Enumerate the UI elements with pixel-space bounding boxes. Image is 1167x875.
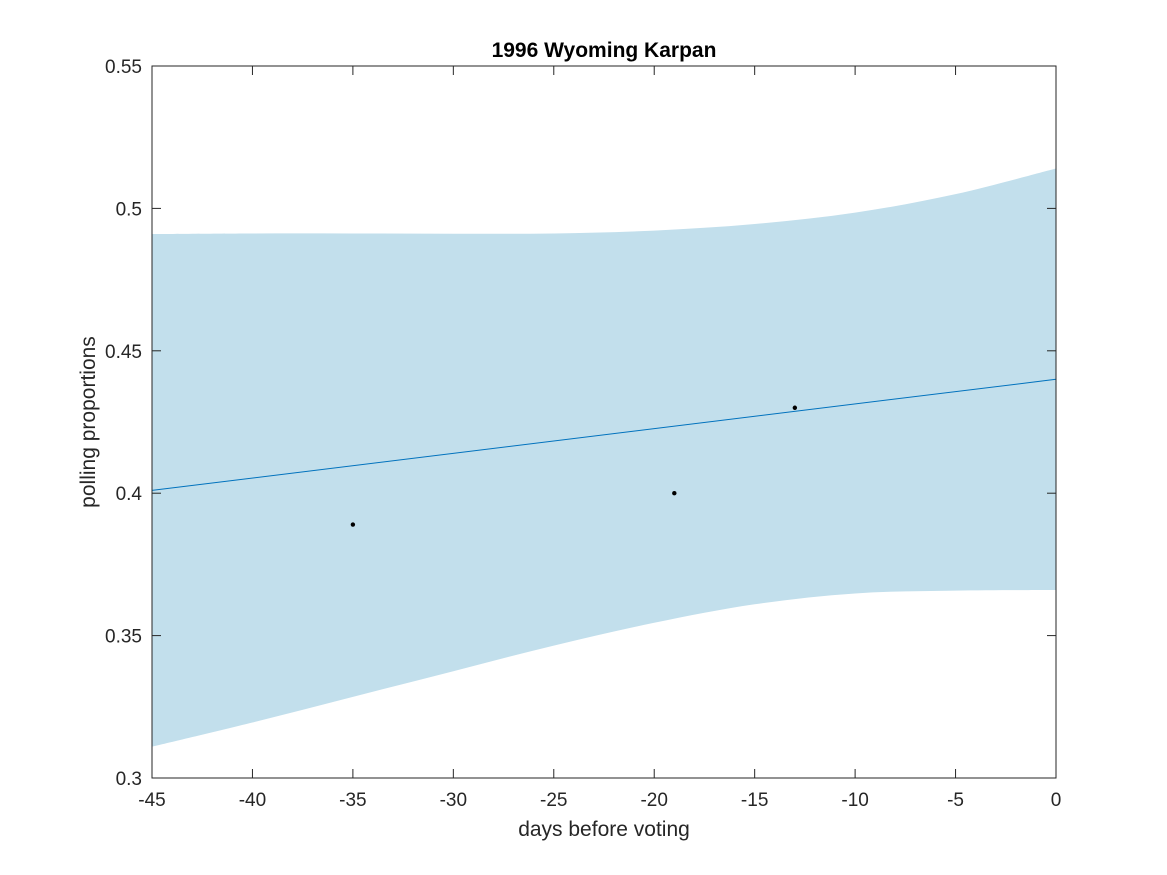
y-tick-label: 0.55 [105,57,142,78]
x-tick-label: -30 [440,790,467,811]
x-tick-label: -15 [741,790,768,811]
y-tick-label: 0.3 [116,769,142,790]
data-point [350,522,356,527]
y-tick-label: 0.5 [116,199,142,220]
axis-ticks [151,65,1057,779]
x-axis-title: days before voting [518,818,690,841]
chart-marks [151,378,1057,527]
plot-area [152,168,1056,747]
axes-box [151,65,1057,779]
x-tick-label: -10 [841,790,868,811]
data-point [792,405,798,410]
x-tick-label: -45 [138,790,165,811]
x-tick-label: -40 [239,790,266,811]
data-point [672,491,677,496]
tick-labels: -45 -40 -35 -30 -25 -20 -15 -10 -5 0 0.3 0.35 0.4 0.4… [105,57,1061,811]
chart-title: 1996 Wyoming Karpan [492,39,717,62]
trend-line [151,378,1057,491]
confidence-band [152,168,1056,747]
x-tick-label: -5 [947,790,964,811]
x-tick-label: 0 [1051,790,1062,811]
x-tick-label: -25 [540,790,567,811]
y-tick-label: 0.45 [105,342,142,363]
y-tick-label: 0.4 [116,484,143,505]
y-axis-title: polling proportions [77,336,100,508]
x-tick-label: -20 [640,790,667,811]
x-tick-label: -35 [339,790,366,811]
y-tick-label: 0.35 [105,627,142,648]
